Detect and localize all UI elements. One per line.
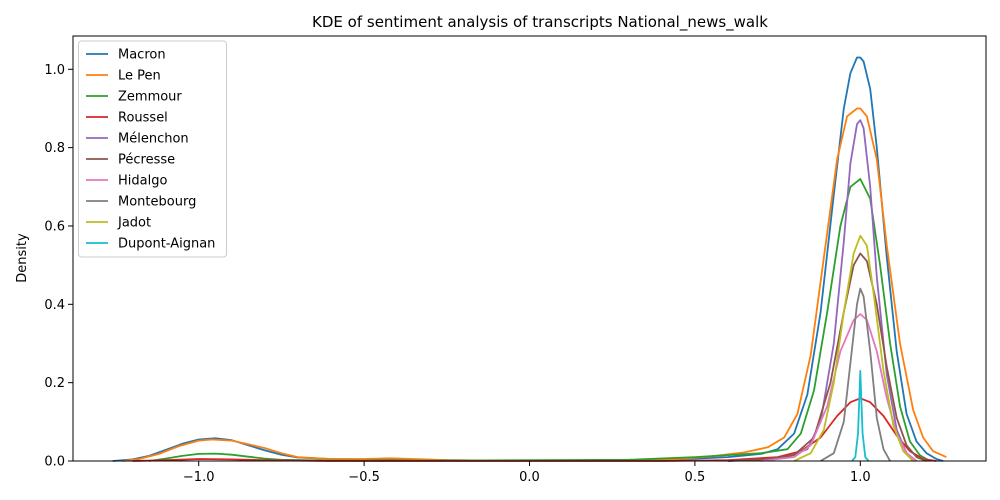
series-line-1 (122, 107, 947, 462)
legend-label: Roussel (118, 111, 168, 126)
legend-item: Dupont-Aignan (86, 237, 215, 252)
legend-label: Hidalgo (118, 174, 167, 189)
y-tick-label: 1.0 (44, 63, 65, 78)
series-line-7 (820, 287, 891, 462)
legend-label: Mélenchon (118, 132, 189, 147)
legend-item: Jadot (86, 216, 151, 231)
x-tick-label: 0.5 (685, 470, 706, 485)
y-tick-label: 0.2 (44, 376, 65, 391)
x-tick-label: −1.0 (183, 470, 215, 485)
legend-item: Pécresse (86, 153, 175, 168)
series-line-2 (148, 178, 931, 462)
legend-item: Le Pen (86, 69, 161, 84)
x-tick-label: 0.0 (519, 470, 540, 485)
legend-item: Hidalgo (86, 174, 167, 189)
y-axis-label: Density (15, 233, 30, 283)
y-axis: 0.0 0.2 0.4 0.6 0.8 1.0 (44, 63, 73, 470)
legend-label: Montebourg (118, 195, 196, 210)
y-tick-label: 0.0 (44, 455, 65, 470)
series-line-8 (793, 234, 914, 462)
y-tick-label: 0.6 (44, 219, 65, 234)
legend-label: Jadot (117, 216, 151, 231)
y-tick-label: 0.4 (44, 298, 65, 313)
chart-title: KDE of sentiment analysis of transcripts… (312, 13, 768, 32)
legend-label: Macron (118, 48, 166, 63)
legend-label: Pécresse (118, 153, 175, 168)
y-tick-label: 0.8 (44, 141, 65, 156)
x-tick-label: −0.5 (348, 470, 380, 485)
legend-label: Zemmour (118, 90, 182, 105)
series-line-5 (727, 252, 927, 462)
series-line-9 (851, 370, 870, 462)
legend-item: Montebourg (86, 195, 196, 210)
legend-item: Mélenchon (86, 132, 189, 147)
legend-item: Zemmour (86, 90, 182, 105)
legend-label: Le Pen (118, 69, 161, 84)
legend-item: Roussel (86, 111, 168, 126)
x-tick-label: 1.0 (850, 470, 871, 485)
legend-frame (78, 40, 227, 258)
legend: Macron Le Pen Zemmour Roussel Mélenchon Pécre… (78, 40, 227, 258)
legend-item: Macron (86, 48, 166, 63)
series-lines (112, 56, 947, 462)
legend-label: Dupont-Aignan (118, 237, 215, 252)
x-axis: −1.0 −0.5 0.0 0.5 1.0 (183, 461, 871, 485)
